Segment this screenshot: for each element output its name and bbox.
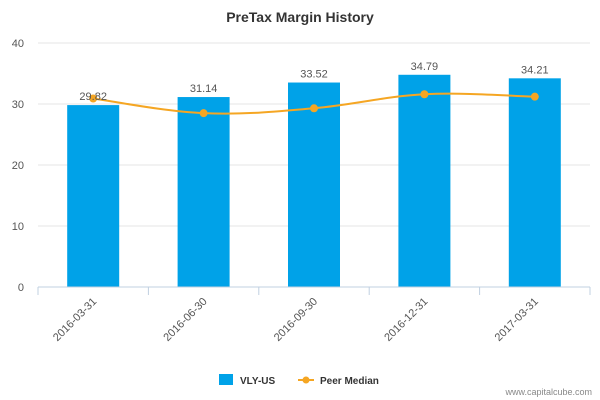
y-tick-label: 40 [12, 38, 24, 50]
peer-median-point [530, 92, 539, 101]
bar [177, 97, 230, 288]
y-tick-label: 30 [12, 99, 24, 111]
y-tick-label: 10 [12, 221, 24, 233]
y-tick-label: 0 [18, 282, 24, 294]
bar [398, 74, 451, 287]
bar-value-label: 31.14 [190, 83, 218, 95]
x-axis [37, 286, 591, 295]
bar [508, 78, 561, 287]
legend-label-vly-us: VLY-US [240, 376, 276, 387]
x-tick-label: 2016-12-31 [382, 296, 430, 344]
source-credit: www.capitalcube.com [504, 387, 592, 397]
legend-swatch-vly-us [219, 374, 233, 385]
bar [67, 105, 120, 288]
peer-median-point [89, 94, 98, 103]
bar-value-label: 33.52 [300, 69, 328, 81]
legend-swatch-peer-median-marker [302, 376, 310, 384]
bar [288, 82, 340, 287]
bar-value-label: 34.21 [521, 64, 549, 76]
x-tick-label: 2016-03-31 [51, 296, 99, 344]
data-labels: 29.82 31.14 33.52 34.79 34.21 [79, 61, 548, 103]
legend-label-peer-median: Peer Median [320, 376, 379, 387]
bar-series [67, 74, 561, 288]
peer-median-point [199, 109, 208, 118]
y-axis-ticks: 0 10 20 30 40 [12, 38, 24, 294]
x-tick-label: 2016-06-30 [161, 296, 209, 344]
x-axis-ticks: 2016-03-31 2016-06-30 2016-09-30 2016-12-31… [51, 296, 541, 344]
y-tick-label: 20 [12, 160, 24, 172]
peer-median-point [420, 90, 429, 99]
line-series [89, 90, 539, 118]
bar-value-label: 29.82 [79, 91, 107, 103]
peer-median-point [310, 104, 318, 113]
legend: VLY-US Peer Median [219, 374, 379, 387]
x-tick-label: 2017-03-31 [493, 296, 541, 344]
x-tick-label: 2016-09-30 [272, 296, 320, 344]
chart-title: PreTax Margin History [226, 9, 374, 25]
bar-value-label: 34.79 [411, 61, 439, 73]
